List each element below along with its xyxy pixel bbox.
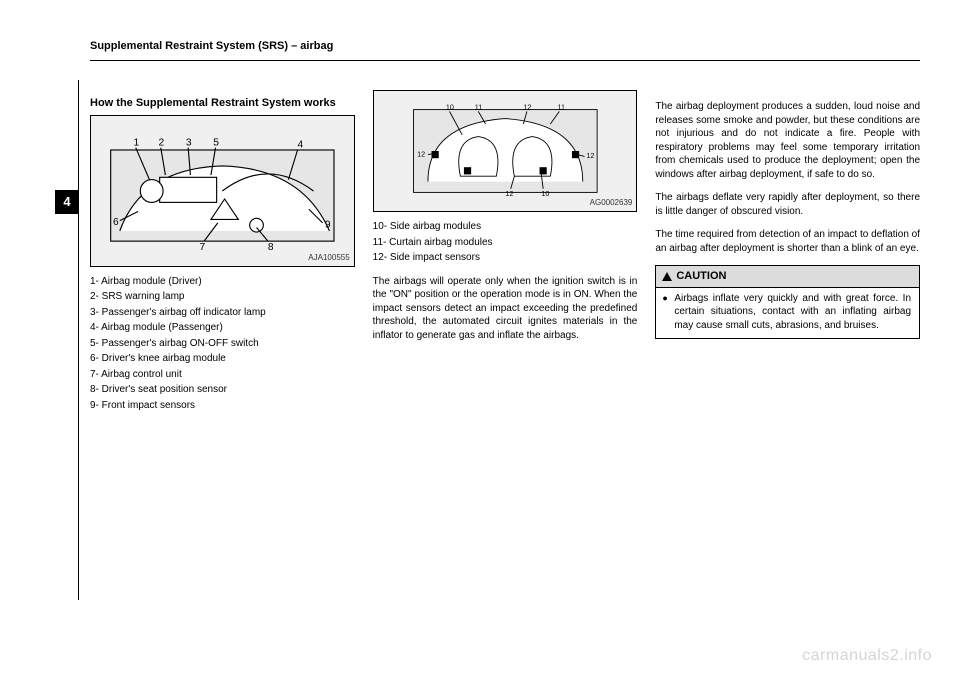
callout-list-2: 10- Side airbag modules 11- Curtain airb… (373, 220, 638, 265)
figure-cabin: 10 11 12 11 12 12 12 10 (373, 90, 638, 212)
svg-text:11: 11 (474, 103, 481, 112)
info-paragraph-2: The airbags deflate very rapidly after d… (655, 191, 920, 218)
cabin-schematic: 10 11 12 11 12 12 12 10 (380, 97, 631, 205)
header-rule (90, 60, 920, 61)
page-root: 4 Supplemental Restraint System (SRS) – … (0, 0, 960, 679)
callout-list-1: 1- Airbag module (Driver) 2- SRS warning… (90, 275, 355, 413)
page-header: Supplemental Restraint System (SRS) – ai… (90, 40, 333, 52)
list-item: 10- Side airbag modules (373, 220, 638, 234)
column-2: 10 11 12 11 12 12 12 10 (373, 90, 638, 659)
list-item: 5- Passenger's airbag ON-OFF switch (90, 337, 355, 351)
svg-text:9: 9 (325, 219, 331, 230)
list-item: 9- Front impact sensors (90, 399, 355, 413)
list-item: 1- Airbag module (Driver) (90, 275, 355, 289)
list-item: 11- Curtain airbag modules (373, 236, 638, 250)
list-item: 8- Driver's seat position sensor (90, 383, 355, 397)
list-item: 7- Airbag control unit (90, 368, 355, 382)
caution-title-row: CAUTION (656, 266, 919, 288)
svg-text:12: 12 (505, 189, 513, 198)
dashboard-schematic: 1 2 3 5 4 6 7 8 9 (97, 122, 348, 260)
svg-text:12: 12 (586, 151, 594, 160)
svg-text:3: 3 (186, 137, 192, 148)
svg-text:6: 6 (113, 217, 119, 228)
list-item: 4- Airbag module (Passenger) (90, 321, 355, 335)
operation-paragraph: The airbags will operate only when the i… (373, 275, 638, 343)
info-paragraph-1: The airbag deployment produces a sudden,… (655, 100, 920, 181)
figure-dashboard: 1 2 3 5 4 6 7 8 9 (90, 115, 355, 267)
svg-text:8: 8 (268, 242, 274, 253)
list-item: 12- Side impact sensors (373, 251, 638, 265)
section-title: How the Supplemental Restraint System wo… (90, 96, 355, 111)
info-paragraph-3: The time required from detection of an i… (655, 228, 920, 255)
warning-icon (662, 272, 672, 281)
caution-title: CAUTION (676, 269, 726, 284)
svg-text:12: 12 (523, 103, 531, 112)
svg-text:11: 11 (557, 103, 564, 112)
svg-text:10: 10 (446, 103, 454, 112)
caution-box: CAUTION Airbags inflate very quickly and… (655, 265, 920, 339)
figure-code-2: AG0002639 (590, 198, 633, 209)
svg-text:2: 2 (159, 137, 165, 148)
svg-text:5: 5 (213, 137, 219, 148)
watermark: carmanuals2.info (802, 647, 932, 665)
svg-text:4: 4 (298, 140, 304, 151)
column-3: The airbag deployment produces a sudden,… (655, 90, 920, 659)
sidebar: 4 (0, 80, 79, 600)
chapter-tab: 4 (55, 190, 79, 214)
list-item: 6- Driver's knee airbag module (90, 352, 355, 366)
caution-body: Airbags inflate very quickly and with gr… (656, 288, 919, 339)
figure-code-1: AJA100555 (308, 253, 349, 264)
list-item: 2- SRS warning lamp (90, 290, 355, 304)
svg-text:10: 10 (541, 189, 549, 198)
list-item: 3- Passenger's airbag off indicator lamp (90, 306, 355, 320)
svg-text:7: 7 (200, 242, 206, 253)
svg-text:1: 1 (133, 137, 139, 148)
column-1: How the Supplemental Restraint System wo… (90, 90, 355, 659)
svg-text:12: 12 (417, 149, 425, 158)
